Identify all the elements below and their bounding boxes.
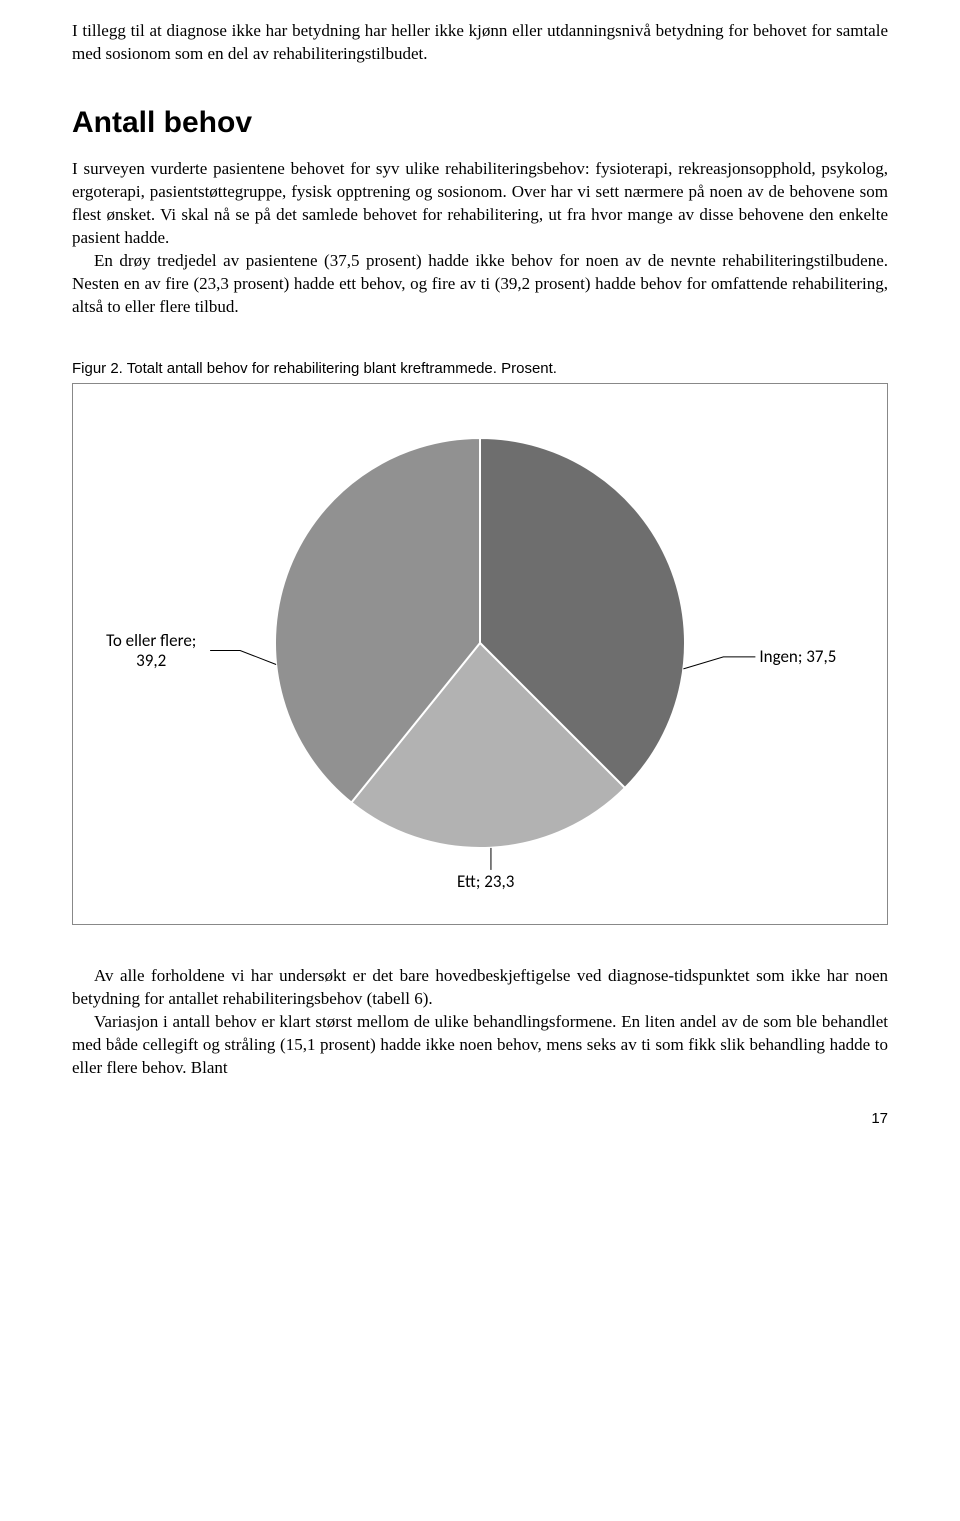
pie-label-ett: Ett; 23,3 bbox=[457, 872, 514, 892]
document-page: I tillegg til at diagnose ikke har betyd… bbox=[0, 0, 960, 1167]
figure-caption: Figur 2. Totalt antall behov for rehabil… bbox=[72, 360, 888, 377]
intro-paragraph: I tillegg til at diagnose ikke har betyd… bbox=[72, 20, 888, 66]
body-paragraph-1: I surveyen vurderte pasientene behovet f… bbox=[72, 158, 888, 250]
pie-chart-container: Ingen; 37,5 Ett; 23,3 To eller flere;39,2 bbox=[72, 383, 888, 925]
pie-label-ingen: Ingen; 37,5 bbox=[759, 647, 836, 667]
body-paragraph-4: Variasjon i antall behov er klart størst… bbox=[72, 1011, 888, 1080]
section-heading: Antall behov bbox=[72, 106, 888, 140]
page-number: 17 bbox=[72, 1110, 888, 1127]
pie-chart bbox=[270, 433, 690, 858]
body-paragraph-3: Av alle forholdene vi har undersøkt er d… bbox=[72, 965, 888, 1011]
body-paragraph-2: En drøy tredjedel av pasientene (37,5 pr… bbox=[72, 250, 888, 319]
pie-svg bbox=[270, 433, 690, 853]
pie-label-toellerflere: To eller flere;39,2 bbox=[106, 631, 196, 672]
